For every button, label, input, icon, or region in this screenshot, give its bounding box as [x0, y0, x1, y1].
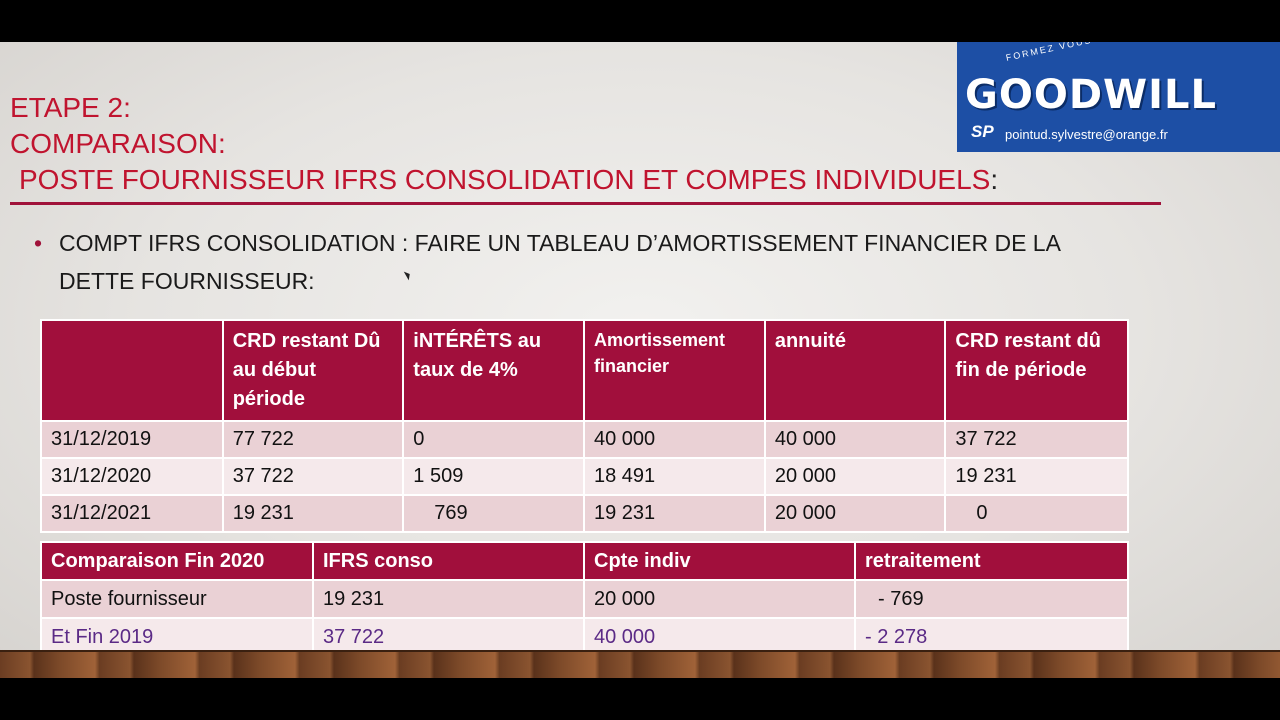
table-cell: 18 491: [582, 457, 766, 496]
title-line-2: COMPARAISON:: [10, 128, 226, 159]
table-cell: 20 000: [583, 579, 856, 619]
table-cell: 19 231: [944, 457, 1129, 496]
header-cell: iNTÉRÊTS au taux de 4%: [402, 319, 585, 422]
bullet-point: • COMPT IFRS CONSOLIDATION : FAIRE UN TA…: [34, 224, 1144, 300]
table-cell: 37 722: [944, 420, 1129, 459]
table-cell: Poste fournisseur: [40, 579, 314, 619]
header-cell: CRD restant Dû au début période: [221, 319, 405, 422]
bullet-line-1: COMPT IFRS CONSOLIDATION : FAIRE UN TABL…: [59, 230, 1061, 256]
letterbox-top: [0, 0, 1280, 42]
header-cell: Cpte indiv: [583, 541, 856, 581]
table-cell: 40 000: [582, 420, 766, 459]
table-cell: 77 722: [221, 420, 405, 459]
table-cell: 31/12/2020: [40, 457, 224, 496]
header-cell: IFRS conso: [312, 541, 585, 581]
title-line-3: POSTE FOURNISSEUR IFRS CONSOLIDATION ET …: [19, 164, 999, 195]
table-cell: 20 000: [763, 457, 947, 496]
logo-wordmark: GOODWILL: [965, 72, 1218, 118]
table-cell: 31/12/2019: [40, 420, 224, 459]
table-cell-retraitement-highlight: - 769: [854, 579, 1129, 619]
header-cell: annuité: [763, 319, 947, 422]
table-cell: 19 231: [312, 579, 585, 619]
presentation-slide: ETAPE 2: COMPARAISON: POSTE FOURNISSEUR …: [0, 42, 1280, 678]
title-underline: [10, 202, 1161, 205]
logo-email: pointud.sylvestre@orange.fr: [1005, 127, 1168, 142]
table-row: 31/12/2021 19 231 769 19 231 20 000 0: [40, 494, 1129, 533]
table-cell: 40 000: [763, 420, 947, 459]
table-row: 31/12/2019 77 722 0 40 000 40 000 37 722: [40, 420, 1129, 459]
letterbox-bottom: [0, 678, 1280, 720]
table-row: 31/12/2020 37 722 1 509 18 491 20 000 19…: [40, 457, 1129, 496]
title-line-1: ETAPE 2:: [10, 92, 131, 123]
table-row: Poste fournisseur 19 231 20 000 - 769: [40, 579, 1129, 619]
comparison-table: Comparaison Fin 2020 IFRS conso Cpte ind…: [40, 541, 1129, 657]
header-cell: Amortissement financier: [582, 319, 766, 422]
logo-initials: SP: [971, 122, 994, 141]
table-cell: 0: [402, 420, 585, 459]
table-cell: 20 000: [763, 494, 947, 533]
goodwill-logo: FORMEZ VOUS AVEC GOODWILL SP pointud.syl…: [957, 42, 1280, 152]
table-cell: 31/12/2021: [40, 494, 224, 533]
slide-title: ETAPE 2: COMPARAISON: POSTE FOURNISSEUR …: [10, 90, 998, 198]
header-cell: [40, 319, 224, 422]
table-cell: 769: [402, 494, 585, 533]
table-cell-interest-highlight: 1 509: [402, 457, 585, 496]
table-cell: 37 722: [221, 457, 405, 496]
wood-floor-decoration: [0, 650, 1280, 678]
header-cell: Comparaison Fin 2020: [40, 541, 314, 581]
table-cell: 0: [944, 494, 1129, 533]
bullet-line-2: DETTE FOURNISSEUR:: [59, 268, 315, 294]
amortization-table: CRD restant Dû au début période iNTÉRÊTS…: [40, 319, 1129, 533]
bullet-dot-icon: •: [34, 230, 43, 256]
header-cell: retraitement: [854, 541, 1129, 581]
table-cell: 19 231: [221, 494, 405, 533]
table-header-row: Comparaison Fin 2020 IFRS conso Cpte ind…: [40, 541, 1129, 581]
header-cell: CRD restant dû fin de période: [944, 319, 1129, 422]
table-cell: 19 231: [582, 494, 766, 533]
table-header-row: CRD restant Dû au début période iNTÉRÊTS…: [40, 319, 1129, 422]
